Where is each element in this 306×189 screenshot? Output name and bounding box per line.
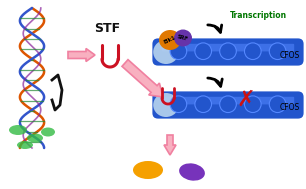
Circle shape [195, 96, 211, 112]
Circle shape [244, 96, 261, 112]
Circle shape [220, 96, 236, 112]
Text: SRF: SRF [177, 34, 189, 42]
Ellipse shape [153, 40, 179, 64]
Text: ✗: ✗ [237, 90, 255, 110]
Circle shape [269, 96, 286, 112]
Text: Transcription: Transcription [230, 12, 286, 20]
Ellipse shape [41, 128, 55, 136]
FancyArrow shape [68, 49, 95, 61]
Circle shape [269, 43, 286, 60]
FancyBboxPatch shape [162, 97, 294, 104]
Circle shape [220, 43, 236, 60]
Text: CFOS: CFOS [280, 104, 300, 112]
FancyBboxPatch shape [162, 44, 294, 51]
FancyBboxPatch shape [152, 91, 304, 119]
FancyBboxPatch shape [152, 38, 304, 66]
Circle shape [170, 96, 187, 112]
FancyArrow shape [122, 60, 163, 97]
Circle shape [244, 43, 261, 60]
FancyArrow shape [164, 135, 176, 155]
Ellipse shape [9, 125, 27, 135]
Text: STF: STF [94, 22, 120, 35]
Ellipse shape [27, 133, 43, 143]
Ellipse shape [17, 141, 33, 149]
Circle shape [195, 43, 211, 60]
Circle shape [170, 43, 187, 60]
Text: Elk1: Elk1 [163, 35, 177, 45]
Ellipse shape [179, 163, 205, 181]
Ellipse shape [133, 161, 163, 179]
Ellipse shape [159, 30, 181, 50]
Ellipse shape [174, 29, 192, 46]
Ellipse shape [153, 93, 179, 117]
Text: CFOS: CFOS [280, 50, 300, 60]
